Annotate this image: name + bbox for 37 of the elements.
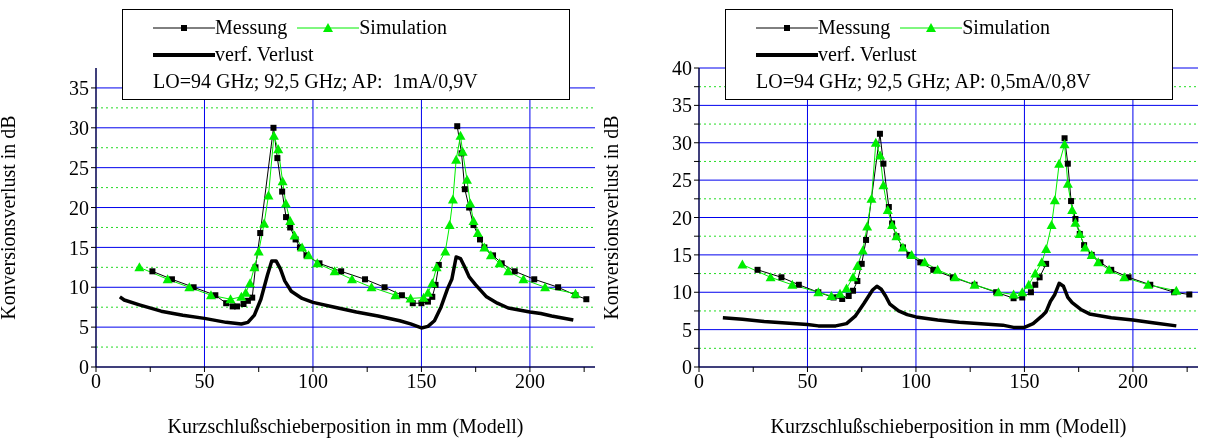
y-tick-label: 15 [672,243,692,266]
y-tick-label: 35 [672,94,692,117]
y-tick-label: 0 [682,356,692,379]
y-tick-label: 5 [79,316,89,339]
y-tick-label: 25 [69,156,89,179]
x-tick-label: 200 [514,370,545,393]
legend-label: Messung [818,16,891,39]
x-tick-label: 150 [406,370,437,393]
y-axis-title: Konversionsverlust in dB [600,115,623,320]
y-tick-label: 40 [672,57,692,80]
y-tick-label: 15 [69,236,89,259]
x-tick-label: 50 [797,370,818,393]
x-tick-label: 200 [1117,370,1148,393]
y-tick-label: 25 [672,169,692,192]
y-tick-label: 20 [672,206,692,229]
annotation: LO=94 GHz; 92,5 GHz; AP: 0,5mA/0,8V [756,70,1092,93]
x-tick-label: 150 [1009,370,1040,393]
annotation: LO=94 GHz; 92,5 GHz; AP: 1mA/0,9V [153,70,479,93]
legend-label: verf. Verlust [818,43,917,66]
legend-label: Simulation [359,16,448,39]
x-axis-title: Kurzschlußschieberposition in mm (Modell) [770,415,1127,438]
x-tick-label: 100 [297,370,328,393]
x-tick-label: 100 [900,370,931,393]
x-tick-label: 50 [194,370,215,393]
y-axis-title: Konversionsverlust in dB [0,115,20,320]
legend-label: Messung [215,16,288,39]
legend-label: verf. Verlust [215,43,314,66]
legend-label: Simulation [962,16,1051,39]
y-tick-label: 5 [682,318,692,341]
y-tick-label: 30 [672,131,692,154]
y-tick-label: 10 [672,281,692,304]
y-tick-label: 10 [69,276,89,299]
y-tick-label: 20 [69,196,89,219]
x-axis-title: Kurzschlußschieberposition in mm (Modell) [167,415,524,438]
y-tick-label: 35 [69,77,89,100]
y-tick-label: 0 [79,356,89,379]
y-tick-label: 30 [69,116,89,139]
